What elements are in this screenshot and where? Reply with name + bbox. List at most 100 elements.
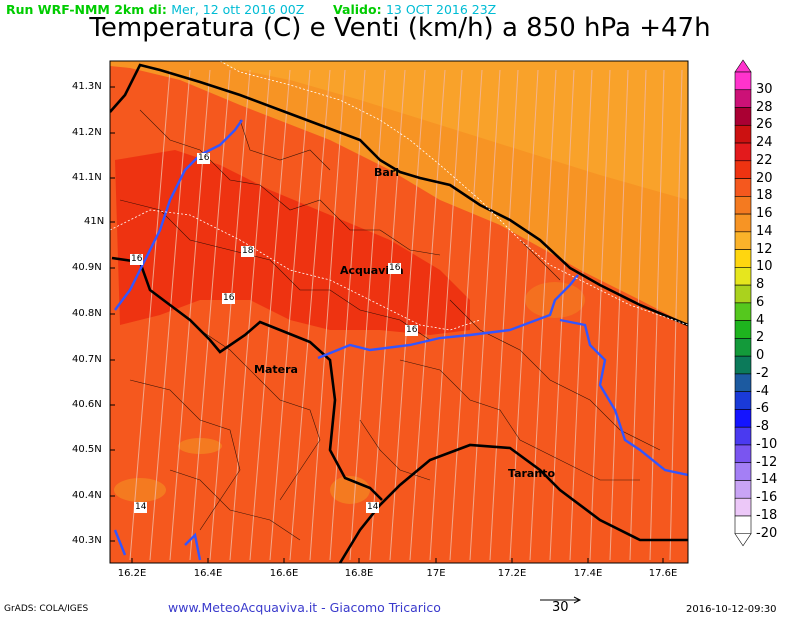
province-border-bari-north xyxy=(114,119,243,311)
city-label-bari: Bari xyxy=(374,166,400,179)
reference-vector-arrow xyxy=(540,596,582,604)
y-tick-label: 40.8N xyxy=(72,308,102,319)
colorbar-label: 24 xyxy=(756,135,773,151)
colorbar-label: 30 xyxy=(756,81,773,97)
y-tick-label: 41N xyxy=(84,216,105,227)
colorbar-label: 12 xyxy=(756,241,773,257)
valid-label: Valido: xyxy=(333,2,382,17)
x-tick-label: 16.8E xyxy=(344,568,374,579)
x-tick-label: 17.2E xyxy=(497,568,527,579)
contour-14 xyxy=(219,61,688,326)
run-info: Run WRF-NMM 2km di: Mer, 12 ott 2016 00Z… xyxy=(6,2,496,17)
colorbar-swatch xyxy=(734,462,752,481)
colorbar-swatch xyxy=(734,497,752,517)
footer-date: 2016-10-12-09:30 xyxy=(686,604,777,615)
y-tick-label: 41.3N xyxy=(72,81,102,92)
x-tick-label: 17E xyxy=(426,568,446,579)
colorbar-swatch xyxy=(734,196,752,215)
plot-frame xyxy=(109,60,689,564)
colorbar-swatch xyxy=(734,320,752,339)
wind-vectors xyxy=(129,69,683,561)
colorbar-label: 18 xyxy=(756,188,773,204)
cool-patch xyxy=(178,438,222,454)
colorbar-swatch xyxy=(734,391,752,410)
colorbar-swatch xyxy=(734,409,752,428)
colorbar-swatch xyxy=(734,302,752,321)
colorbar-label: 26 xyxy=(756,117,773,133)
colorbar-swatch xyxy=(734,426,752,446)
x-tick-label: 16.4E xyxy=(193,568,223,579)
colorbar-label: -10 xyxy=(756,436,778,452)
colorbar-label: 28 xyxy=(756,99,773,115)
colorbar-swatch xyxy=(734,267,752,286)
colorbar-label: -12 xyxy=(756,454,778,470)
colorbar-swatch xyxy=(734,142,752,162)
colorbar-label: -20 xyxy=(756,525,778,541)
contour-label: 16 xyxy=(405,325,419,336)
colorbar-label: 22 xyxy=(756,152,773,168)
colorbar-swatch xyxy=(734,249,752,268)
cool-patch xyxy=(114,478,166,502)
warm-core xyxy=(115,150,470,335)
colorbar-swatch xyxy=(734,338,752,357)
colorbar-label: 4 xyxy=(756,312,765,328)
city-label-matera: Matera xyxy=(254,363,298,376)
colorbar-swatch xyxy=(734,160,752,179)
reference-vector-label: 30 xyxy=(552,600,569,615)
run-date: Mer, 12 ott 2016 00Z xyxy=(171,2,305,17)
colorbar-swatch xyxy=(734,71,752,91)
colorbar-swatch xyxy=(734,480,752,499)
city-label-taranto: Taranto xyxy=(508,467,556,480)
colorbar-label: -8 xyxy=(756,419,769,435)
y-tick-label: 40.4N xyxy=(72,490,102,501)
y-tick-label: 40.5N xyxy=(72,444,102,455)
y-tick-label: 40.9N xyxy=(72,262,102,273)
contour-label: 16 xyxy=(130,254,144,265)
colorbar xyxy=(734,59,752,547)
municipal-borders xyxy=(119,109,661,541)
colorbar-label: -6 xyxy=(756,401,769,417)
colorbar-swatch xyxy=(734,231,752,250)
y-tick-label: 41.1N xyxy=(72,172,102,183)
colorbar-swatch xyxy=(734,107,752,126)
contour-label: 16 xyxy=(222,293,236,304)
colorbar-swatch xyxy=(734,213,752,233)
colorbar-label: 16 xyxy=(756,206,773,222)
colorbar-swatch xyxy=(734,444,752,464)
y-tick-label: 40.7N xyxy=(72,354,102,365)
x-tick-label: 17.4E xyxy=(573,568,603,579)
colorbar-swatch xyxy=(734,373,752,392)
province-border-brindisi xyxy=(559,318,688,477)
regional-border xyxy=(111,256,383,501)
y-tick-label: 40.6N xyxy=(72,399,102,410)
colorbar-bottom-arrow xyxy=(734,533,752,547)
colorbar-label: 0 xyxy=(756,348,765,364)
footer-website: www.MeteoAcquaviva.it - Giacomo Tricaric… xyxy=(168,600,441,615)
contour-label: 18 xyxy=(241,246,255,257)
valid-date: 13 OCT 2016 23Z xyxy=(385,2,497,17)
colorbar-label: -14 xyxy=(756,472,778,488)
colorbar-top-arrow xyxy=(734,59,752,73)
colorbar-label: 14 xyxy=(756,223,773,239)
contour-label: 16 xyxy=(197,153,211,164)
contour-label: 14 xyxy=(366,502,380,513)
colorbar-swatch xyxy=(734,515,752,535)
colorbar-label: 10 xyxy=(756,259,773,275)
colorbar-label: 8 xyxy=(756,277,765,293)
y-tick-label: 40.3N xyxy=(72,535,102,546)
colorbar-label: -16 xyxy=(756,490,778,506)
map-title: Temperatura (C) e Venti (km/h) a 850 hPa… xyxy=(89,13,711,43)
province-border-sw xyxy=(113,529,202,561)
coastline-adriatic xyxy=(110,63,688,327)
x-tick-label: 16.6E xyxy=(269,568,299,579)
colorbar-label: -2 xyxy=(756,365,769,381)
province-border-taranto xyxy=(317,274,579,360)
axis-tick-marks xyxy=(110,86,664,563)
x-tick-label: 17.6E xyxy=(648,568,678,579)
colorbar-label: -18 xyxy=(756,508,778,523)
city-label-acquaviva: Acquaviva xyxy=(340,264,404,277)
sea-area-north xyxy=(220,61,688,200)
colorbar-swatch xyxy=(734,355,752,375)
colorbar-label: 6 xyxy=(756,294,765,310)
